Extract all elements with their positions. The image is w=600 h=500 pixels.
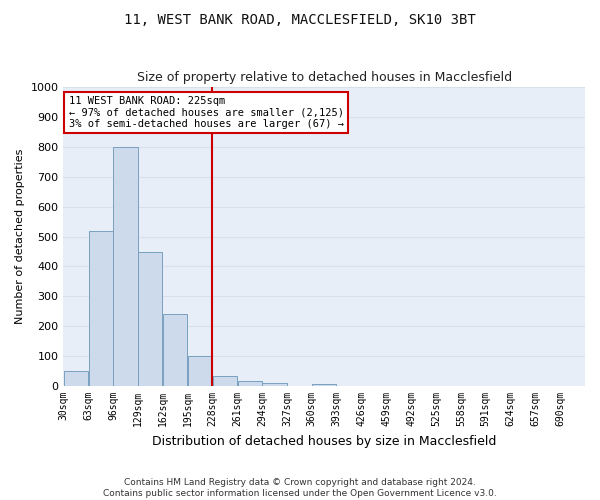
Bar [163,314,187,386]
Bar [238,380,262,386]
Bar [113,147,137,386]
Bar [213,376,237,386]
X-axis label: Distribution of detached houses by size in Macclesfield: Distribution of detached houses by size … [152,434,496,448]
Bar [89,230,113,386]
Y-axis label: Number of detached properties: Number of detached properties [15,149,25,324]
Text: 11 WEST BANK ROAD: 225sqm
← 97% of detached houses are smaller (2,125)
3% of sem: 11 WEST BANK ROAD: 225sqm ← 97% of detac… [68,96,344,129]
Bar [64,371,88,386]
Title: Size of property relative to detached houses in Macclesfield: Size of property relative to detached ho… [137,72,512,85]
Bar [138,252,163,386]
Bar [262,383,287,386]
Text: Contains HM Land Registry data © Crown copyright and database right 2024.
Contai: Contains HM Land Registry data © Crown c… [103,478,497,498]
Text: 11, WEST BANK ROAD, MACCLESFIELD, SK10 3BT: 11, WEST BANK ROAD, MACCLESFIELD, SK10 3… [124,12,476,26]
Bar [188,356,212,386]
Bar [312,384,337,386]
